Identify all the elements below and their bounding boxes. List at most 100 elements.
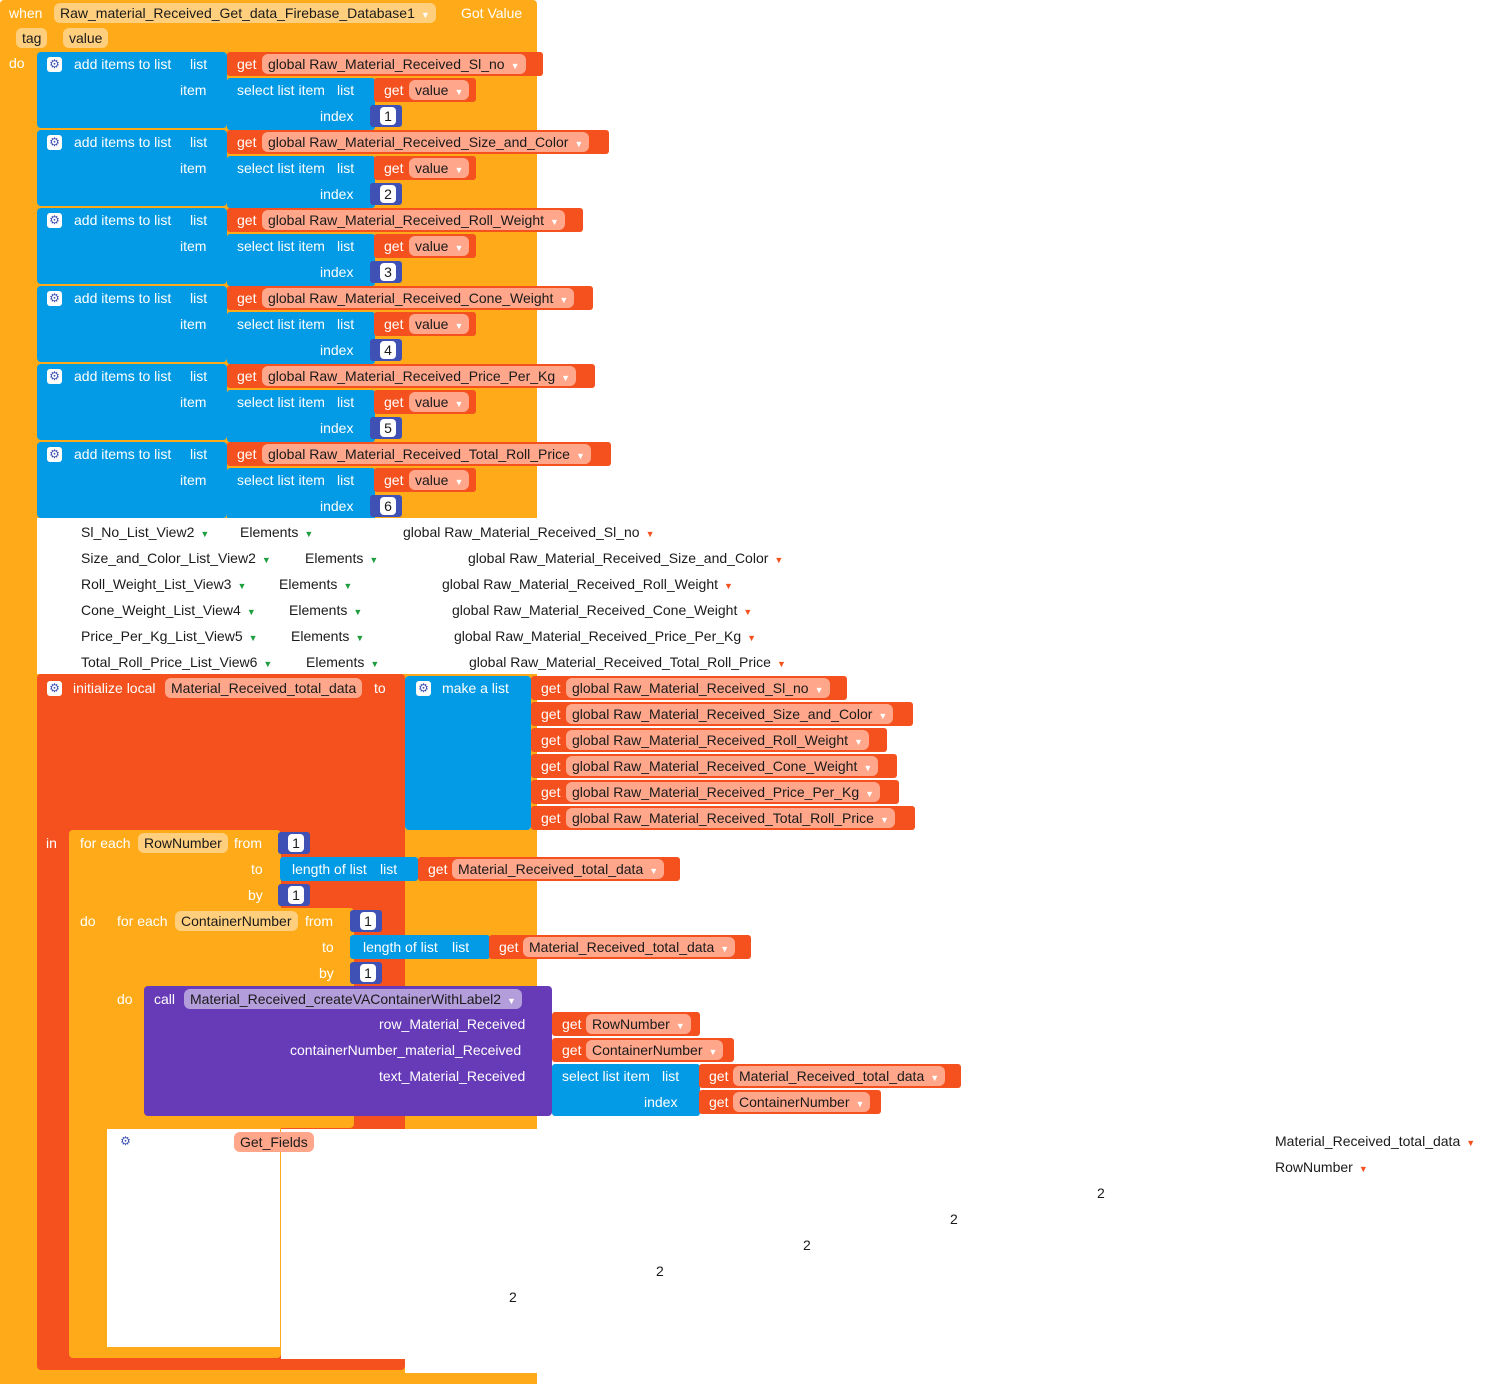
from-number[interactable]: 1 (360, 912, 376, 930)
setter-variable[interactable]: global Raw_Material_Received_Cone_Weight… (452, 601, 752, 621)
setter-component[interactable]: Price_Per_Kg_List_View5 ▼ (81, 627, 258, 647)
chevron-down-icon: ▼ (879, 815, 889, 825)
select-list-item-block[interactable] (227, 468, 375, 520)
add-items-block[interactable] (37, 130, 227, 206)
param-value[interactable]: value (63, 28, 109, 48)
get-var-dropdown[interactable]: Material_Received_total_data ▼ (733, 1066, 946, 1086)
get-var-dropdown[interactable]: global Raw_Material_Received_Price_Per_K… (566, 782, 881, 802)
get-var-dropdown[interactable]: global Raw_Material_Received_Sl_no ▼ (262, 54, 526, 74)
gear-icon[interactable]: ⚙ (47, 135, 62, 150)
param-tag[interactable]: tag (16, 28, 48, 48)
setter-variable[interactable]: global Raw_Material_Received_Sl_no ▼ (403, 523, 655, 543)
index-number[interactable]: 6 (380, 497, 396, 515)
setter-component[interactable]: Cone_Weight_List_View4 ▼ (81, 601, 256, 621)
select-list-item-block[interactable] (227, 312, 375, 364)
setter-variable[interactable]: global Raw_Material_Received_Roll_Weight… (442, 575, 733, 595)
stray-var-total-data[interactable]: Material_Received_total_data ▼ (1275, 1132, 1475, 1152)
add-items-block[interactable] (37, 52, 227, 128)
get-var-name: global Raw_Material_Received_Roll_Weight (268, 212, 545, 228)
container-number-var[interactable]: ContainerNumber (175, 911, 298, 931)
get-var-dropdown[interactable]: global Raw_Material_Received_Sl_no ▼ (566, 678, 830, 698)
add-items-block[interactable] (37, 208, 227, 284)
setter-component-name: Sl_No_List_View2 (81, 524, 195, 540)
setter-component[interactable]: Total_Roll_Price_List_View6 ▼ (81, 653, 272, 673)
gear-icon[interactable]: ⚙ (47, 447, 62, 462)
select-list-item-block[interactable] (227, 390, 375, 442)
for-each-label: for each (117, 913, 168, 929)
gear-icon[interactable]: ⚙ (47, 57, 62, 72)
get-var-dropdown[interactable]: global Raw_Material_Received_Size_and_Co… (262, 132, 590, 152)
gear-icon[interactable]: ⚙ (118, 1134, 133, 1149)
setter-component[interactable]: Size_and_Color_List_View2 ▼ (81, 549, 271, 569)
select-list-item-block[interactable] (227, 78, 375, 130)
setter-property[interactable]: Elements ▼ (306, 653, 379, 673)
from-number[interactable]: 1 (288, 834, 304, 852)
make-a-list-block[interactable] (405, 676, 531, 830)
by-number[interactable]: 1 (360, 964, 376, 982)
row-number-var[interactable]: RowNumber (138, 833, 228, 853)
length-of-list-block[interactable] (350, 935, 490, 959)
get-var-dropdown[interactable]: global Raw_Material_Received_Cone_Weight… (566, 756, 879, 776)
event-component-dropdown[interactable]: Raw_material_Received_Get_data_Firebase_… (54, 3, 436, 23)
setter-component[interactable]: Roll_Weight_List_View3 ▼ (81, 575, 246, 595)
select-list-item-block[interactable] (227, 156, 375, 208)
setter-property[interactable]: Elements ▼ (279, 575, 352, 595)
index-number[interactable]: 5 (380, 419, 396, 437)
add-items-block[interactable] (37, 364, 227, 440)
setter-property[interactable]: Elements ▼ (291, 627, 364, 647)
setter-variable[interactable]: global Raw_Material_Received_Price_Per_K… (454, 627, 756, 647)
select-list-item-block[interactable] (227, 234, 375, 286)
get-value-dropdown[interactable]: value ▼ (409, 314, 470, 334)
index-number[interactable]: 4 (380, 341, 396, 359)
get-value-dropdown[interactable]: value ▼ (409, 392, 470, 412)
setter-property[interactable]: Elements ▼ (240, 523, 313, 543)
get-var-dropdown[interactable]: global Raw_Material_Received_Total_Roll_… (262, 444, 591, 464)
gear-icon[interactable]: ⚙ (47, 213, 62, 228)
length-of-list-block[interactable] (280, 857, 418, 881)
select-list-item-block[interactable] (552, 1064, 700, 1116)
arg-text-label: text_Material_Received (379, 1068, 526, 1084)
get-var-dropdown[interactable]: global Raw_Material_Received_Cone_Weight… (262, 288, 575, 308)
gear-icon[interactable]: ⚙ (47, 369, 62, 384)
gear-icon[interactable]: ⚙ (47, 681, 62, 696)
chevron-down-icon: ▼ (774, 555, 784, 565)
chevron-down-icon: ▼ (550, 217, 559, 227)
get-value-dropdown[interactable]: value ▼ (409, 158, 470, 178)
get-var-dropdown[interactable]: RowNumber ▼ (586, 1014, 691, 1034)
setter-component[interactable]: Sl_No_List_View2 ▼ (81, 523, 209, 543)
get-var-dropdown[interactable]: global Raw_Material_Received_Total_Roll_… (566, 808, 895, 828)
add-items-block[interactable] (37, 286, 227, 362)
setter-property[interactable]: Elements ▼ (289, 601, 362, 621)
index-number[interactable]: 3 (380, 263, 396, 281)
index-number[interactable]: 1 (380, 107, 396, 125)
add-items-block[interactable] (37, 442, 227, 518)
stray-var-row-number[interactable]: RowNumber ▼ (1275, 1158, 1368, 1178)
get-value-dropdown[interactable]: value ▼ (409, 80, 470, 100)
select-list-kw: list (337, 472, 355, 488)
setter-property-name: Elements (291, 628, 350, 644)
setter-variable[interactable]: global Raw_Material_Received_Size_and_Co… (468, 549, 783, 569)
get-var-dropdown[interactable]: ContainerNumber ▼ (586, 1040, 724, 1060)
get-var-dropdown[interactable]: global Raw_Material_Received_Roll_Weight… (262, 210, 565, 230)
get-var-dropdown[interactable]: ContainerNumber ▼ (733, 1092, 871, 1112)
get-var-dropdown[interactable]: Material_Received_total_data ▼ (452, 859, 665, 879)
by-number[interactable]: 1 (288, 886, 304, 904)
get-var-dropdown[interactable]: Material_Received_total_data ▼ (523, 937, 736, 957)
get-label: get (428, 861, 448, 877)
select-list-item-label: select list item (562, 1068, 650, 1084)
gear-icon[interactable]: ⚙ (416, 681, 431, 696)
setter-variable[interactable]: global Raw_Material_Received_Total_Roll_… (469, 653, 786, 673)
get-var-dropdown[interactable]: global Raw_Material_Received_Price_Per_K… (262, 366, 577, 386)
get-var-name: Material_Received_total_data (739, 1068, 925, 1084)
get-var-dropdown[interactable]: global Raw_Material_Received_Roll_Weight… (566, 730, 869, 750)
index-number[interactable]: 2 (380, 185, 396, 203)
procedure-dropdown[interactable]: Material_Received_createVAContainerWithL… (184, 989, 522, 1009)
gear-icon[interactable]: ⚙ (47, 291, 62, 306)
init-local-var-name[interactable]: Material_Received_total_data (165, 678, 363, 698)
chevron-down-icon: ▼ (776, 659, 786, 669)
get-fields-procedure[interactable]: Get_Fields (234, 1132, 314, 1152)
setter-property[interactable]: Elements ▼ (305, 549, 378, 569)
get-value-dropdown[interactable]: value ▼ (409, 470, 470, 490)
get-value-dropdown[interactable]: value ▼ (409, 236, 470, 256)
get-var-dropdown[interactable]: global Raw_Material_Received_Size_and_Co… (566, 704, 894, 724)
